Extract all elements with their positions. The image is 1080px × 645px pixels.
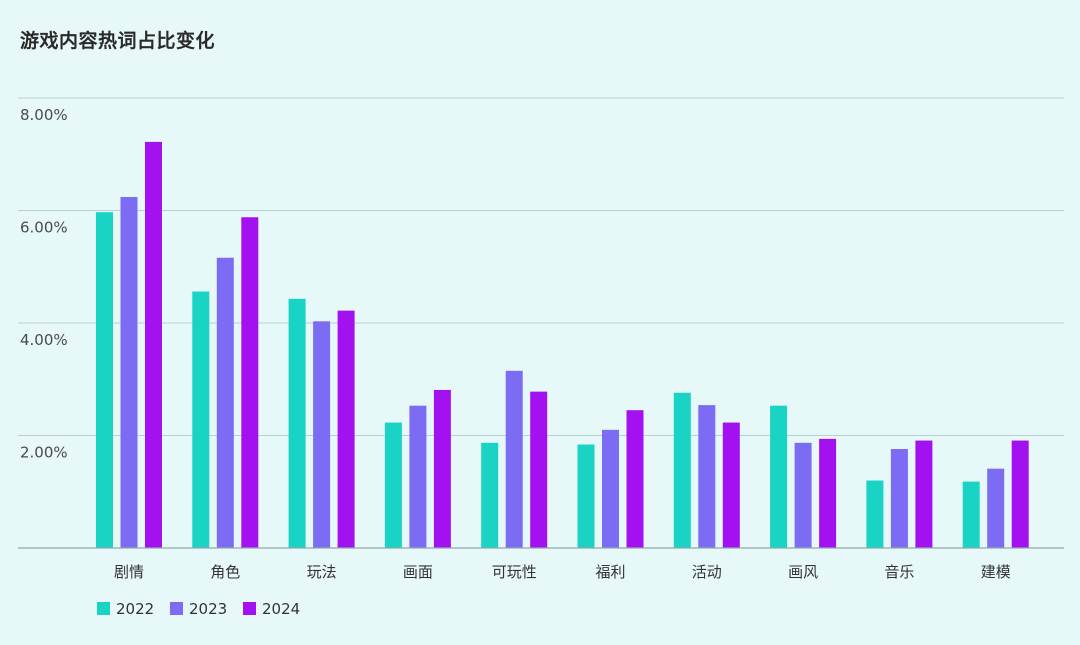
legend-swatch-2024	[243, 602, 256, 615]
x-tick-label: 角色	[210, 563, 240, 581]
x-tick-label: 玩法	[307, 563, 337, 581]
x-tick-label: 活动	[692, 563, 722, 581]
bar-2022	[192, 291, 210, 548]
bar-2023	[409, 405, 427, 548]
y-tick-label: 6.00%	[20, 219, 68, 237]
bar-2023	[890, 449, 908, 548]
bar-2022	[673, 392, 691, 548]
bar-2023	[987, 468, 1005, 548]
y-tick-label: 2.00%	[20, 444, 68, 462]
bar-2024	[145, 141, 162, 548]
x-tick-label: 画面	[403, 563, 433, 581]
axis-layer: 2.00% 4.00% 6.00% 8.00% 剧情 角色 玩法 画面 可玩性 福利 活动 画风 音乐 建…	[18, 106, 1064, 581]
legend-swatch-2022	[97, 602, 110, 615]
bar-2024	[915, 440, 933, 548]
x-tick-label: 建模	[981, 563, 1011, 581]
bar-2022	[288, 298, 306, 548]
grid-layer	[18, 97, 1064, 436]
bar-2024	[1011, 440, 1029, 548]
bar-2022	[866, 480, 884, 548]
bar-2022	[577, 444, 595, 548]
bar-2024	[819, 438, 837, 548]
legend-swatch-2023	[170, 602, 183, 615]
bar-2023	[120, 197, 138, 548]
bar-2024	[722, 422, 740, 548]
x-tick-label: 福利	[595, 563, 625, 581]
y-tick-label: 4.00%	[20, 331, 68, 349]
legend-label: 2024	[262, 600, 300, 618]
x-tick-label: 可玩性	[492, 563, 537, 581]
bar-2023	[313, 321, 331, 548]
bar-2023	[505, 370, 523, 548]
bar-2024	[241, 217, 259, 548]
bar-2022	[384, 422, 402, 548]
bar-2022	[962, 481, 980, 548]
chart-title: 游戏内容热词占比变化	[20, 30, 216, 52]
bar-2023	[698, 405, 716, 548]
legend-label: 2023	[189, 600, 227, 618]
bar-2024	[626, 410, 644, 548]
bar-2022	[481, 442, 499, 548]
x-tick-label: 音乐	[884, 563, 914, 581]
bar-2024	[530, 391, 548, 548]
bar-2023	[602, 429, 619, 548]
bar-2023	[216, 257, 234, 548]
bar-2022	[96, 212, 113, 548]
bar-layer	[96, 141, 1029, 548]
legend: 2022 2023 2024	[97, 600, 300, 618]
legend-label: 2022	[116, 600, 154, 618]
bar-2024	[337, 310, 355, 548]
bar-2022	[770, 405, 788, 548]
bar-2024	[433, 389, 451, 548]
x-tick-label: 剧情	[114, 563, 144, 581]
y-tick-label: 8.00%	[20, 106, 68, 124]
x-tick-label: 画风	[788, 563, 818, 581]
bar-2023	[794, 442, 812, 548]
